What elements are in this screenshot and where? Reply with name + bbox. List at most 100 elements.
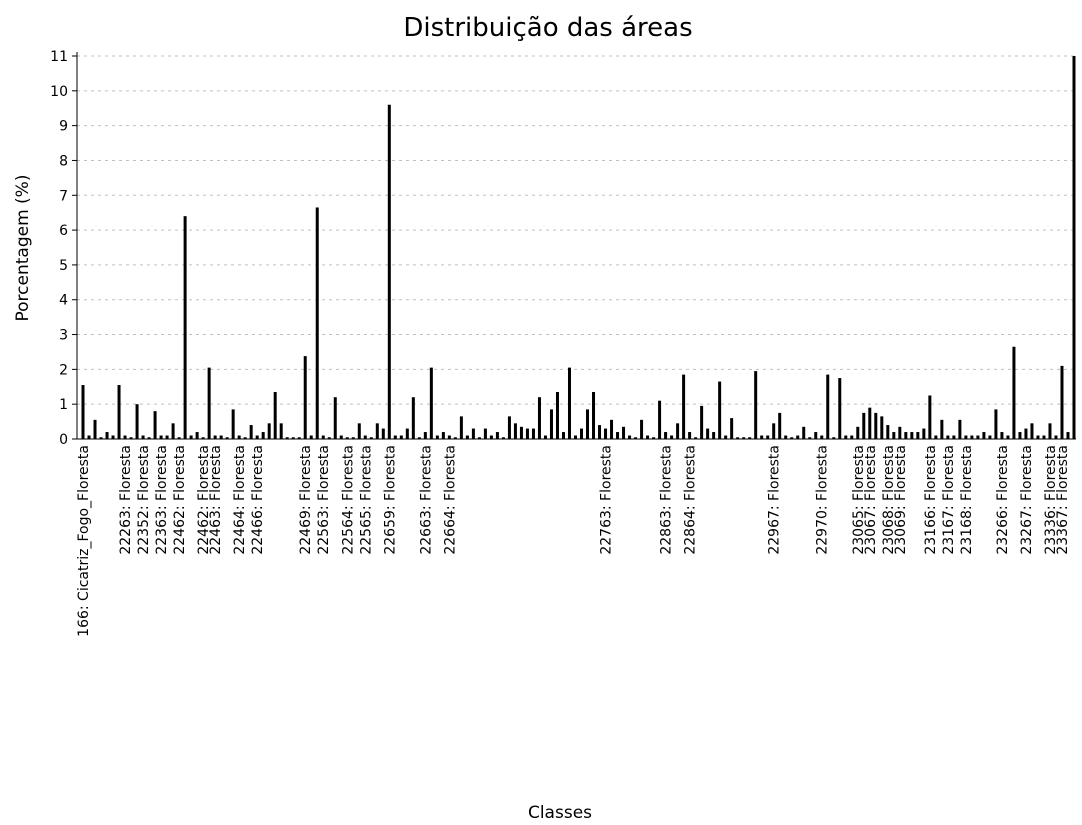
x-tick-label: 22469: Floresta xyxy=(298,445,314,555)
bar xyxy=(958,419,962,439)
bar xyxy=(670,435,674,439)
bar xyxy=(417,437,421,439)
bar xyxy=(453,437,457,439)
bar xyxy=(303,356,307,439)
bar xyxy=(387,104,391,439)
bar xyxy=(567,367,571,439)
bar xyxy=(700,405,704,439)
bar xyxy=(429,367,433,439)
bar xyxy=(946,435,950,439)
bar xyxy=(459,416,463,439)
bar xyxy=(814,432,818,439)
bar xyxy=(165,435,169,439)
bar xyxy=(315,207,319,439)
x-tick-label: 23065: Floresta xyxy=(851,445,867,555)
bar xyxy=(952,435,956,439)
bar xyxy=(309,435,313,439)
chart-title: Distribuição das áreas xyxy=(403,13,692,43)
y-tick-label: 8 xyxy=(59,153,68,169)
bar xyxy=(1012,346,1016,439)
bar xyxy=(297,437,301,439)
bar xyxy=(363,435,367,439)
bar xyxy=(922,428,926,439)
bar xyxy=(970,435,974,439)
x-tick-label: 22663: Floresta xyxy=(418,445,434,555)
bar xyxy=(748,437,752,439)
bar xyxy=(790,437,794,439)
bar xyxy=(153,411,157,439)
bar xyxy=(81,385,85,439)
bar xyxy=(1048,423,1052,439)
bar xyxy=(1066,432,1070,439)
x-tick-label: 22664: Floresta xyxy=(442,445,458,555)
bar xyxy=(525,428,529,439)
x-tick-label: 22967: Floresta xyxy=(767,445,783,555)
bar xyxy=(495,432,499,439)
bar xyxy=(832,437,836,439)
bar xyxy=(1018,432,1022,439)
bar xyxy=(225,437,229,439)
bar xyxy=(531,428,535,439)
x-tick-label: 22565: Floresta xyxy=(358,445,374,555)
bar xyxy=(808,437,812,439)
x-tick-label: 22466: Floresta xyxy=(250,445,266,555)
y-tick-label: 10 xyxy=(50,84,68,100)
bar xyxy=(772,423,776,439)
bar xyxy=(117,385,121,439)
bar xyxy=(652,437,656,439)
bar xyxy=(183,216,187,439)
bar xyxy=(471,428,475,439)
y-tick-label: 6 xyxy=(59,223,68,239)
bar xyxy=(351,437,355,439)
bar xyxy=(850,435,854,439)
y-tick-label: 2 xyxy=(59,362,68,378)
x-tick-label: 23267: Floresta xyxy=(1019,445,1035,555)
bar xyxy=(501,437,505,439)
bar xyxy=(465,435,469,439)
x-tick-label: 166: Cicatriz_Fogo_Floresta xyxy=(76,445,92,637)
bar xyxy=(537,397,541,439)
bar xyxy=(327,437,331,439)
bar xyxy=(255,435,259,439)
x-tick-label: 23367: Floresta xyxy=(1055,445,1071,555)
bar xyxy=(369,437,373,439)
bar xyxy=(886,425,890,439)
bar xyxy=(423,432,427,439)
bar xyxy=(99,437,103,439)
bar xyxy=(447,435,451,439)
bar xyxy=(766,435,770,439)
x-tick-label: 23067: Floresta xyxy=(863,445,879,555)
bar xyxy=(730,418,734,439)
bar xyxy=(207,367,211,439)
x-tick-label: 23168: Floresta xyxy=(959,445,975,555)
x-tick-label: 22462: Floresta xyxy=(196,445,212,555)
bar xyxy=(237,435,241,439)
x-tick-label: 22970: Floresta xyxy=(815,445,831,555)
bar xyxy=(219,435,223,439)
bar xyxy=(820,435,824,439)
bar xyxy=(189,435,193,439)
bar xyxy=(549,409,553,439)
bar xyxy=(988,435,992,439)
bar xyxy=(249,425,253,439)
bar xyxy=(1030,423,1034,439)
bar xyxy=(435,435,439,439)
x-tick-label: 22463: Floresta xyxy=(208,445,224,555)
bar xyxy=(345,437,349,439)
bar xyxy=(736,437,740,439)
bar xyxy=(598,425,602,439)
bar xyxy=(982,432,986,439)
bar xyxy=(1042,435,1046,439)
bar xyxy=(634,437,638,439)
x-tick-label: 22863: Floresta xyxy=(659,445,675,555)
bar xyxy=(904,432,908,439)
bar xyxy=(243,437,247,439)
bar xyxy=(201,437,205,439)
bar xyxy=(261,432,265,439)
bar xyxy=(111,435,115,439)
bar xyxy=(880,416,884,439)
bar xyxy=(279,423,283,439)
bar xyxy=(231,409,235,439)
bar xyxy=(123,435,127,439)
